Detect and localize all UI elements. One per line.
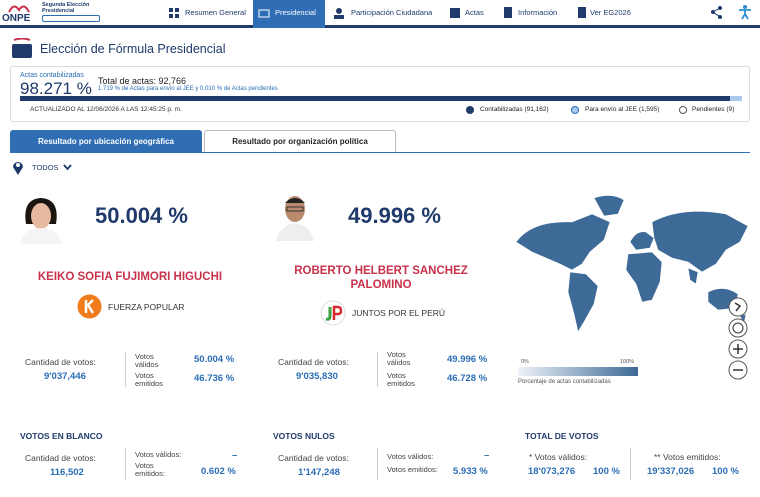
page-title: Elección de Fórmula Presidencial bbox=[40, 42, 226, 56]
logo-icon bbox=[8, 5, 30, 13]
votes-value: 116,502 bbox=[50, 467, 84, 478]
legend-dot bbox=[679, 106, 687, 114]
valid-label: Votos válidos: bbox=[135, 450, 182, 459]
logo: ONPE bbox=[2, 13, 31, 24]
candidate-name: ROBERTO HELBERT SANCHEZ PALOMINO bbox=[294, 265, 468, 291]
election-name: Segunda Elección Presidencial bbox=[42, 2, 90, 14]
divider bbox=[630, 448, 631, 480]
tab[interactable]: Resultado por organización política bbox=[204, 130, 396, 152]
votes-value: 1'147,248 bbox=[298, 467, 340, 478]
cast-value: 0.602 % bbox=[201, 466, 236, 477]
map-legend-caption: Porcentaje de actas contabilizadas bbox=[518, 379, 611, 385]
total-cast-pct: 100 % bbox=[712, 466, 739, 477]
nav-icon bbox=[169, 8, 179, 18]
cast-value: 46.728 % bbox=[447, 373, 488, 384]
world-map bbox=[515, 195, 749, 333]
total-cast-votes: 19'337,026 bbox=[647, 466, 695, 477]
badge[interactable] bbox=[42, 15, 100, 22]
map-legend-gradient bbox=[518, 367, 638, 376]
progress-detail: 1.719 % de Actas para envío al JEE y 0.0… bbox=[98, 86, 278, 92]
divider bbox=[377, 448, 378, 480]
valid-label: Votos válidos: bbox=[387, 452, 434, 461]
total-valid-pct: 100 % bbox=[593, 466, 620, 477]
party-logo bbox=[320, 300, 346, 326]
cast-label: Votos emitidos bbox=[135, 371, 163, 388]
filter[interactable]: TODOS bbox=[32, 163, 59, 172]
votes-label: Cantidad de votos: bbox=[278, 453, 349, 463]
total-valid-label: * Votos válidos: bbox=[529, 452, 588, 462]
nav-item-active[interactable]: Presidencial bbox=[275, 8, 316, 17]
votes-label: Cantidad de votos: bbox=[25, 453, 96, 463]
party-name: JUNTOS POR EL PERÚ bbox=[352, 308, 446, 318]
accessibility-icon[interactable] bbox=[738, 5, 752, 20]
zoom-world[interactable] bbox=[728, 318, 748, 338]
total-valid-votes: 18'073,276 bbox=[528, 466, 576, 477]
progress-bar bbox=[20, 96, 730, 101]
tab-line bbox=[10, 152, 750, 153]
candidate-photo bbox=[276, 196, 314, 241]
party-name: FUERZA POPULAR bbox=[108, 302, 185, 312]
valid-value: – bbox=[484, 450, 490, 461]
cast-label: Votos emitidos: bbox=[387, 465, 438, 474]
progress-caption: Actas contabilizadas bbox=[20, 72, 84, 79]
progress-percent: 98.271 % bbox=[20, 79, 92, 98]
candidate-percent: 50.004 % bbox=[95, 203, 188, 228]
top-bar bbox=[0, 0, 760, 28]
summary-title: VOTOS EN BLANCO bbox=[20, 431, 103, 441]
total-cast-label: ** Votos emitidos: bbox=[654, 452, 721, 462]
title-icon bbox=[12, 38, 32, 58]
map-legend-max: 100% bbox=[620, 359, 635, 365]
summary-title: VOTOS NULOS bbox=[273, 431, 335, 441]
votes-label: Cantidad de votos: bbox=[278, 357, 349, 367]
legend-dot bbox=[571, 106, 579, 114]
votes-value: 9'035,830 bbox=[296, 371, 338, 382]
candidate-photo bbox=[20, 198, 62, 244]
nav-item[interactable]: Participación Ciudadana bbox=[351, 8, 433, 17]
legend-label: Para envío al JEE (1,595) bbox=[585, 106, 660, 113]
valid-label: Votos válidos bbox=[387, 350, 411, 367]
nav-icon bbox=[334, 8, 344, 19]
nav-item[interactable]: Actas bbox=[465, 8, 484, 17]
progress-total: Total de actas: 92,766 bbox=[98, 76, 187, 86]
cast-value: 5.933 % bbox=[453, 466, 488, 477]
updated: ACTUALIZADO AL 12/06/2026 A LAS 12:45:25… bbox=[30, 106, 182, 113]
legend-dot bbox=[466, 106, 474, 114]
cast-label: Votos emitidos bbox=[387, 371, 415, 388]
map-controls bbox=[728, 297, 748, 380]
nav-icon bbox=[504, 7, 512, 18]
map-legend-min: 0% bbox=[521, 359, 529, 365]
progress-box bbox=[10, 66, 750, 122]
cast-value: 46.736 % bbox=[194, 373, 235, 384]
nav-item[interactable]: Resumen General bbox=[185, 8, 246, 17]
candidate-name: KEIKO SOFIA FUJIMORI HIGUCHI bbox=[37, 271, 223, 283]
divider bbox=[125, 448, 126, 480]
nav-item[interactable]: Información bbox=[518, 8, 558, 17]
divider bbox=[125, 352, 126, 387]
nav-item[interactable]: Ver EG2026 bbox=[590, 8, 631, 17]
tab-active[interactable]: Resultado por ubicación geográfica bbox=[10, 130, 202, 153]
candidate-percent: 49.996 % bbox=[348, 203, 441, 228]
chevron[interactable] bbox=[63, 163, 72, 171]
nav-icon bbox=[450, 8, 460, 18]
valid-value: 49.996 % bbox=[447, 354, 488, 365]
votes-value: 9'037,446 bbox=[44, 371, 86, 382]
valid-label: Votos válidos bbox=[135, 352, 159, 369]
pin-icon bbox=[13, 162, 23, 175]
nav-icon bbox=[578, 7, 586, 18]
summary-title: TOTAL DE VOTOS bbox=[525, 431, 599, 441]
votes-label: Cantidad de votos: bbox=[25, 357, 96, 367]
divider bbox=[377, 352, 378, 387]
share-icon[interactable] bbox=[711, 6, 723, 19]
legend-label: Contabilizadas (91,162) bbox=[480, 106, 549, 113]
nav-icon bbox=[258, 9, 270, 18]
legend-label: Pendientes (9) bbox=[692, 106, 735, 113]
valid-value: 50.004 % bbox=[194, 354, 235, 365]
nav-active-bg bbox=[253, 0, 325, 28]
party-logo bbox=[77, 294, 102, 319]
zoom-home[interactable] bbox=[728, 297, 748, 317]
cast-label: Votos emitidos: bbox=[135, 461, 166, 478]
valid-value: – bbox=[232, 450, 238, 461]
